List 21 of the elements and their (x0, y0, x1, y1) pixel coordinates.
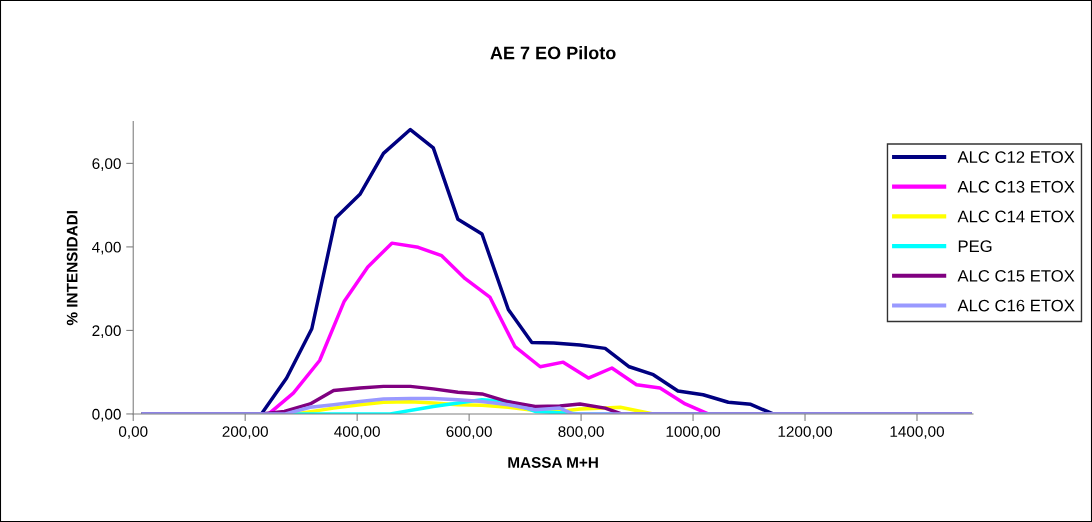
x-tick-label: 400,00 (334, 426, 380, 439)
y-axis-title: % INTENSIDADI (66, 211, 78, 326)
y-tick-label: 4,00 (92, 241, 121, 255)
x-tick-label: 1200,00 (778, 426, 833, 439)
x-tick-label: 800,00 (558, 426, 604, 439)
x-axis-title: MASSA M+H (508, 457, 598, 468)
legend-label: ALC C14 ETOX (957, 210, 1075, 223)
chart-title: AE 7 EO Piloto (490, 46, 616, 60)
x-tick-label: 1000,00 (666, 426, 721, 439)
y-tick-label: 0,00 (92, 408, 121, 422)
x-tick-label: 1400,00 (890, 426, 945, 439)
x-tick-label: 0,00 (118, 426, 148, 439)
x-tick-label: 600,00 (446, 426, 492, 439)
legend-label: ALC C12 ETOX (957, 151, 1075, 163)
y-tick-label: 2,00 (92, 325, 121, 338)
x-tick-label: 200,00 (222, 426, 268, 439)
legend-label: ALC C13 ETOX (957, 180, 1075, 193)
legend-label: PEG (958, 240, 992, 253)
legend-label: ALC C15 ETOX (957, 269, 1075, 282)
legend-label: ALC C16 ETOX (957, 299, 1075, 312)
y-tick-label: 6,00 (92, 158, 121, 171)
